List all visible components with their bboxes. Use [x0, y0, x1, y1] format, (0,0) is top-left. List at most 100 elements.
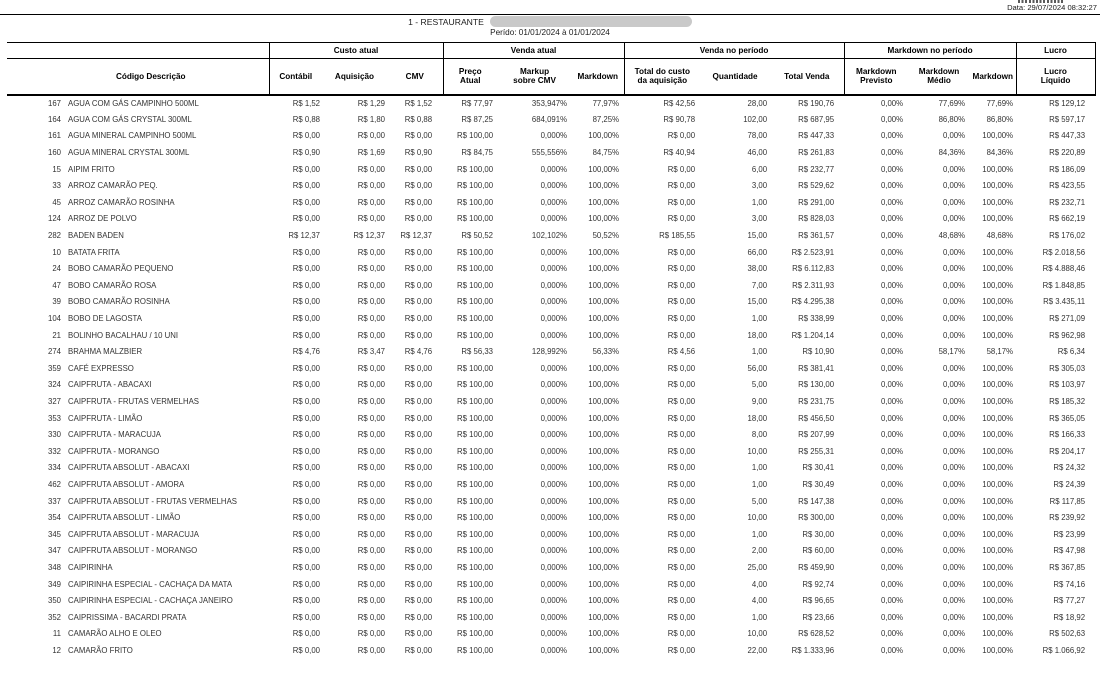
cell-descricao: CAIPFRUTA ABSOLUT - MORANGO	[68, 546, 198, 556]
cell-markdown-medio: 0,00%	[942, 330, 966, 340]
cell-markdown-medio: 0,00%	[942, 496, 966, 506]
cell-markdown-previsto: 0,00%	[880, 629, 904, 639]
cell-quantidade: 3,00	[751, 181, 768, 191]
table-row: 349 CAIPIRINHA ESPECIAL - CACHAÇA DA MATA…	[7, 576, 1095, 593]
cell-codigo: 348	[47, 562, 61, 572]
cell-cmv: R$ 0,00	[404, 645, 433, 655]
cell-markup-sobre-cmv: 0,000%	[540, 479, 568, 489]
cell-codigo: 327	[47, 396, 61, 406]
cell-total-venda: R$ 92,74	[802, 579, 835, 589]
col-codigo-descricao: Código Descrição	[7, 58, 269, 96]
cell-cmv: R$ 0,00	[404, 297, 433, 307]
cell-lucro-liquido: R$ 423,55	[1049, 181, 1086, 191]
cell-markdown-medio: 0,00%	[942, 363, 966, 373]
cell-markdown-atual: 56,33%	[592, 347, 620, 357]
table-row: 337 CAIPFRUTA ABSOLUT - FRUTAS VERMELHAS R…	[7, 493, 1095, 510]
cell-total-venda: R$ 190,76	[798, 98, 835, 108]
cell-markdown-atual: 100,00%	[588, 629, 620, 639]
cell-markdown-atual: 100,00%	[588, 612, 620, 622]
group-lucro: Lucro	[1015, 42, 1096, 59]
cell-contabil: R$ 0,00	[292, 181, 320, 191]
cell-lucro-liquido: R$ 239,92	[1049, 513, 1086, 523]
cell-codigo: 15	[52, 164, 61, 174]
cell-cmv: R$ 0,00	[404, 197, 433, 207]
cell-total-venda: R$ 687,95	[798, 114, 835, 124]
cell-markdown-previsto: 0,00%	[880, 363, 904, 373]
cell-markdown-atual: 100,00%	[588, 164, 620, 174]
table-row: 282 BADEN BADEN R$ 12,37 R$ 12,37 R$ 12,37 R$…	[7, 227, 1095, 244]
cell-descricao: CAIPRISSIMA - BACARDI PRATA	[68, 612, 187, 622]
cell-aquisicao: R$ 0,00	[357, 479, 385, 489]
cell-markdown-periodo: 100,00%	[982, 330, 1014, 340]
cell-quantidade: 18,00	[747, 330, 768, 340]
cell-total-venda: R$ 30,49	[802, 479, 835, 489]
cell-codigo: 349	[47, 579, 61, 589]
cell-codigo: 332	[47, 446, 61, 456]
cell-codigo: 12	[52, 645, 61, 655]
cell-markdown-medio: 0,00%	[942, 413, 966, 423]
table-row: 324 CAIPFRUTA - ABACAXI R$ 0,00 R$ 0,00 R$ 0…	[7, 377, 1095, 394]
table-row: 274 BRAHMA MALZBIER R$ 4,76 R$ 3,47 R$ 4,76 R…	[7, 343, 1095, 360]
cell-quantidade: 10,00	[747, 629, 768, 639]
cell-contabil: R$ 0,00	[292, 297, 320, 307]
cell-total-custo-aquisicao: R$ 42,56	[663, 98, 696, 108]
table-row: 354 CAIPFRUTA ABSOLUT - LIMÃO R$ 0,00 R$ 0,…	[7, 509, 1095, 526]
cell-codigo: 124	[47, 214, 61, 224]
cell-contabil: R$ 0,00	[292, 314, 320, 324]
cell-markdown-atual: 100,00%	[588, 363, 620, 373]
cell-markdown-medio: 0,00%	[942, 131, 966, 141]
cell-contabil: R$ 0,00	[292, 264, 320, 274]
table-row: 33 ARROZ CAMARÃO PEQ. R$ 0,00 R$ 0,00 R$ 0,0…	[7, 177, 1095, 194]
cell-descricao: CAIPFRUTA - MARACUJA	[68, 430, 161, 440]
cell-preco-atual: R$ 84,75	[461, 148, 494, 158]
cell-aquisicao: R$ 0,00	[357, 529, 385, 539]
cell-preco-atual: R$ 77,97	[461, 98, 494, 108]
cell-markdown-previsto: 0,00%	[880, 612, 904, 622]
cell-lucro-liquido: R$ 662,19	[1049, 214, 1086, 224]
cell-quantidade: 56,00	[747, 363, 768, 373]
cell-markdown-atual: 87,25%	[592, 114, 620, 124]
cell-aquisicao: R$ 0,00	[357, 546, 385, 556]
cell-total-custo-aquisicao: R$ 0,00	[667, 596, 696, 606]
cell-codigo: 39	[52, 297, 61, 307]
cell-contabil: R$ 0,00	[292, 330, 320, 340]
table-row: 332 CAIPFRUTA - MORANGO R$ 0,00 R$ 0,00 R$ 0…	[7, 443, 1095, 460]
cell-markdown-periodo: 100,00%	[982, 314, 1014, 324]
cell-preco-atual: R$ 100,00	[457, 579, 494, 589]
cell-total-venda: R$ 130,00	[798, 380, 835, 390]
cell-total-custo-aquisicao: R$ 0,00	[667, 529, 696, 539]
cell-contabil: R$ 0,00	[292, 562, 320, 572]
cell-total-custo-aquisicao: R$ 0,00	[667, 164, 696, 174]
cell-markdown-previsto: 0,00%	[880, 546, 904, 556]
cell-contabil: R$ 0,00	[292, 645, 320, 655]
cell-descricao: BOLINHO BACALHAU / 10 UNI	[68, 330, 179, 340]
cell-total-venda: R$ 255,31	[798, 446, 835, 456]
cell-markdown-atual: 100,00%	[588, 546, 620, 556]
cell-markdown-periodo: 86,80%	[986, 114, 1014, 124]
cell-markdown-previsto: 0,00%	[880, 148, 904, 158]
cell-total-venda: R$ 261,83	[798, 148, 835, 158]
cell-codigo: 24	[52, 264, 61, 274]
cell-total-custo-aquisicao: R$ 40,94	[663, 148, 696, 158]
table-row: 352 CAIPRISSIMA - BACARDI PRATA R$ 0,00 R$ …	[7, 609, 1095, 626]
cell-markdown-periodo: 100,00%	[982, 181, 1014, 191]
cell-descricao: AGUA COM GÁS CRYSTAL 300ML	[68, 114, 192, 124]
cell-markdown-periodo: 100,00%	[982, 131, 1014, 141]
cell-markdown-medio: 0,00%	[942, 579, 966, 589]
cell-contabil: R$ 0,00	[292, 363, 320, 373]
cell-aquisicao: R$ 0,00	[357, 513, 385, 523]
cell-quantidade: 22,00	[747, 645, 768, 655]
cell-lucro-liquido: R$ 129,12	[1049, 98, 1086, 108]
table-row: 47 BOBO CAMARÃO ROSA R$ 0,00 R$ 0,00 R$ 0,00…	[7, 277, 1095, 294]
cell-markdown-periodo: 100,00%	[982, 529, 1014, 539]
cell-preco-atual: R$ 100,00	[457, 496, 494, 506]
cell-preco-atual: R$ 100,00	[457, 596, 494, 606]
cell-aquisicao: R$ 0,00	[357, 629, 385, 639]
table-row: 15 AIPIM FRITO R$ 0,00 R$ 0,00 R$ 0,00 R$ 100…	[7, 161, 1095, 178]
cell-total-venda: R$ 10,90	[802, 347, 835, 357]
cell-contabil: R$ 0,00	[292, 164, 320, 174]
cell-aquisicao: R$ 0,00	[357, 430, 385, 440]
col-markdown-atual: Markdown	[572, 58, 625, 96]
cell-quantidade: 1,00	[751, 197, 768, 207]
cell-markdown-atual: 100,00%	[588, 247, 620, 257]
